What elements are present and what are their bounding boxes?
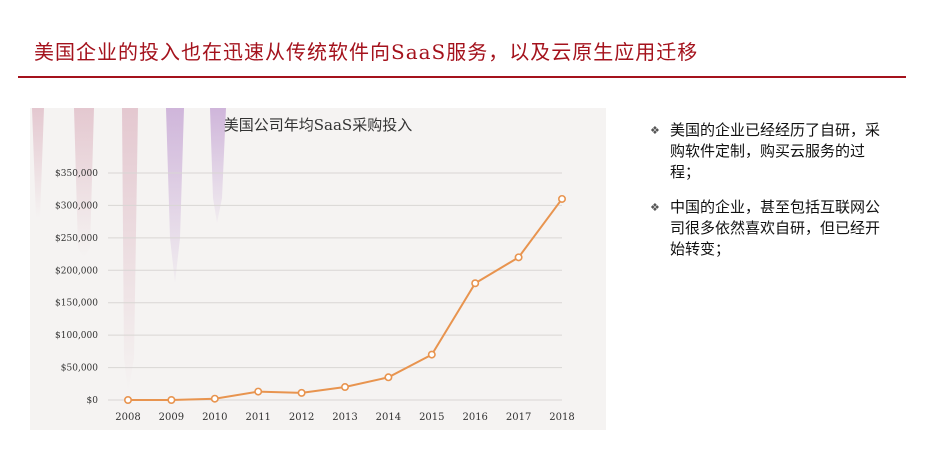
slide-title: 美国企业的投入也在迅速从传统软件向SaaS服务，以及云原生应用迁移: [34, 40, 699, 64]
data-point: [384, 373, 393, 382]
data-point: [254, 387, 263, 396]
data-point: [471, 279, 480, 288]
diamond-bullet-icon: ❖: [650, 124, 660, 137]
y-tick-label: $150,000: [55, 299, 98, 309]
x-axis-tick-labels: 2008 2009 2010 2011 2012 2013 2014 2015 2016 2017…: [115, 412, 574, 423]
title-divider: [18, 76, 906, 78]
background-decoration: [32, 108, 226, 393]
y-tick-label: $350,000: [55, 169, 98, 179]
bullet-item: ❖ 中国的企业，甚至包括互联网公司很多依然喜欢自研，但已经开始转变；: [650, 197, 880, 260]
data-point: [124, 395, 133, 404]
x-tick-label: 2018: [549, 412, 574, 423]
x-tick-label: 2011: [245, 412, 270, 423]
x-tick-label: 2014: [376, 412, 401, 423]
line-chart: 美国公司年均SaaS采购投入 $0 $50,000 $100,000 $150,000…: [32, 108, 575, 423]
chart-gridlines: [108, 172, 562, 401]
y-tick-label: $50,000: [61, 364, 98, 374]
data-point: [340, 383, 349, 392]
x-tick-label: 2009: [159, 412, 184, 423]
x-tick-label: 2008: [115, 412, 140, 423]
y-tick-label: $200,000: [55, 266, 98, 276]
y-tick-label: $0: [87, 396, 99, 406]
chart-panel: 美国公司年均SaaS采购投入 $0 $50,000 $100,000 $150,000…: [30, 108, 606, 430]
chart-title: 美国公司年均SaaS采购投入: [224, 116, 412, 134]
data-point: [167, 395, 176, 404]
data-point: [427, 350, 436, 359]
y-tick-label: $250,000: [55, 234, 98, 244]
x-tick-label: 2012: [289, 412, 314, 423]
data-point: [297, 388, 306, 397]
x-tick-label: 2016: [462, 412, 487, 423]
bullet-list: ❖ 美国的企业已经经历了自研，采购软件定制，购买云服务的过程； ❖ 中国的企业，…: [650, 120, 880, 274]
bullet-text: 中国的企业，甚至包括互联网公司很多依然喜欢自研，但已经开始转变；: [670, 198, 881, 258]
y-axis-tick-labels: $0 $50,000 $100,000 $150,000 $200,000 $250,00…: [55, 169, 98, 406]
series-points: [124, 194, 566, 404]
data-point: [210, 394, 219, 403]
x-tick-label: 2013: [332, 412, 357, 423]
x-tick-label: 2010: [202, 412, 227, 423]
diamond-bullet-icon: ❖: [650, 201, 660, 214]
y-tick-label: $100,000: [55, 331, 98, 341]
series-line: [128, 198, 563, 401]
x-tick-label: 2017: [506, 412, 531, 423]
x-tick-label: 2015: [419, 412, 444, 423]
data-point: [557, 194, 566, 203]
data-point: [514, 253, 523, 262]
bullet-text: 美国的企业已经经历了自研，采购软件定制，购买云服务的过程；: [670, 121, 881, 181]
bullet-item: ❖ 美国的企业已经经历了自研，采购软件定制，购买云服务的过程；: [650, 120, 880, 183]
y-tick-label: $300,000: [55, 201, 98, 211]
